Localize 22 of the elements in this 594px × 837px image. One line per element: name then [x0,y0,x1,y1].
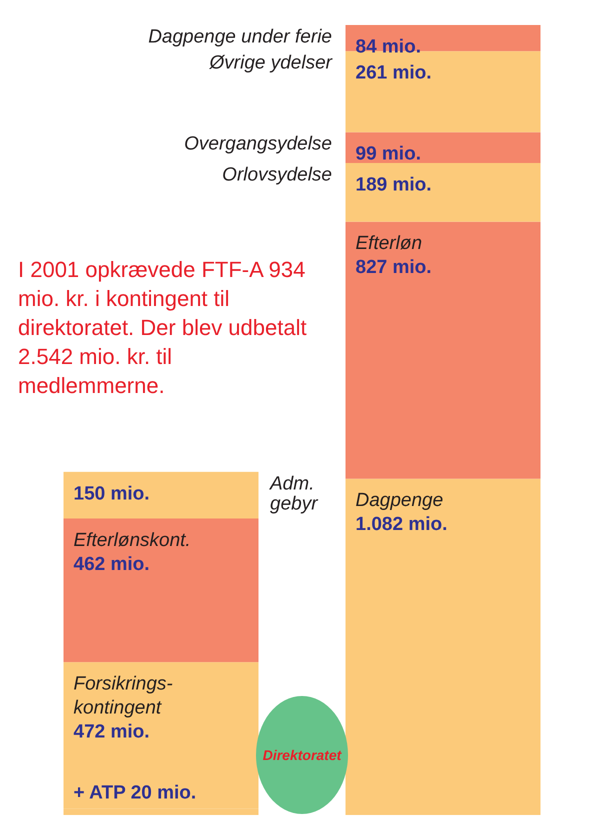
series-label: Øvrige ydelser [208,52,333,74]
data-label: 462 mio. [74,554,150,576]
series-label: Efterløn [356,233,422,254]
data-label: + ATP 20 mio. [74,782,196,804]
series-label: Forsikrings- kontingent [74,674,173,719]
series-label: Adm. gebyr [269,473,320,514]
data-label: 84 mio. [356,36,421,58]
data-label: 189 mio. [356,174,432,196]
series-label: Overgangsydelse [184,134,332,155]
series-label: Efterlønskont. [74,530,191,552]
data-label: 1.082 mio. [356,514,448,536]
data-label: 472 mio. [74,722,150,743]
data-label: 261 mio. [356,62,432,84]
series-label: Orlovsydelse [222,164,332,186]
annotation: I 2001 opkrævede FTF-A 934 mio. kr. i kontingent til direktoratet. Der blev udbetalt 2.542 mio. kr. til medlemmerne. [18,257,313,398]
annotation: Direktoratet [262,747,343,763]
oval-shape: Direktoratet [255,695,349,815]
data-label: 99 mio. [356,144,421,165]
data-label: 150 mio. [74,483,150,504]
series-label: Dagpenge under ferie [148,26,332,48]
series-label: Dagpenge [356,490,444,512]
data-label: 827 mio. [356,257,432,278]
